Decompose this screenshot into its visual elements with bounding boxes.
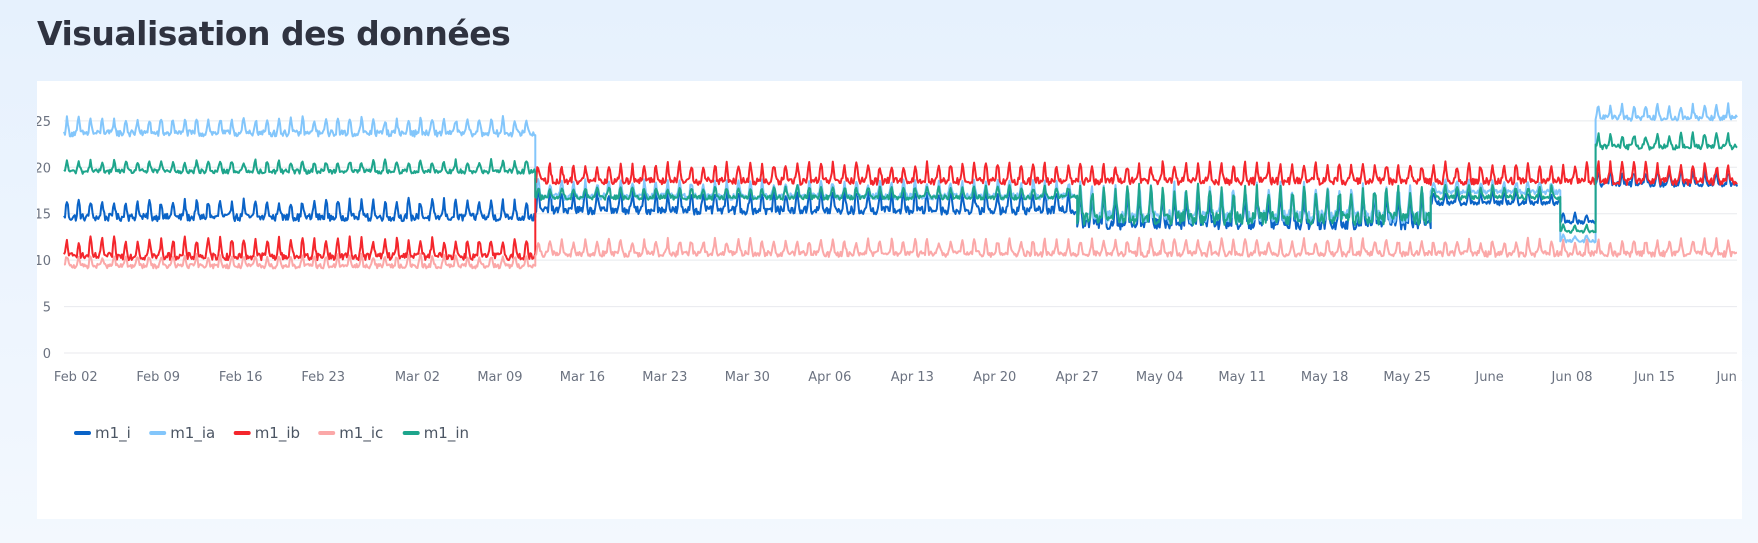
- series-line-m1_ic: [63, 236, 1738, 270]
- x-tick-label: May 18: [1301, 370, 1349, 385]
- x-tick-label: Feb 09: [136, 370, 180, 385]
- legend-item-m1_ib[interactable]: m1_ib: [233, 424, 300, 443]
- legend-item-m1_i[interactable]: m1_i: [74, 424, 131, 443]
- x-tick-label: Jun 22: [1716, 370, 1743, 385]
- x-tick-label: Mar 16: [560, 370, 605, 385]
- y-tick-label: 10: [37, 254, 51, 269]
- legend-label: m1_ia: [170, 424, 215, 443]
- x-tick-label: May 11: [1218, 370, 1266, 385]
- x-tick-label: Feb 16: [219, 370, 263, 385]
- y-tick-label: 0: [43, 347, 51, 362]
- y-tick-label: 5: [43, 301, 51, 316]
- page-title: Visualisation des données: [37, 14, 511, 53]
- x-tick-label: Jun 08: [1551, 370, 1593, 385]
- series-line-m1_in: [63, 131, 1738, 234]
- legend-label: m1_in: [424, 424, 469, 443]
- x-tick-label: Apr 06: [808, 370, 851, 385]
- y-axis-ticks: 0 5 10 15 20 25: [37, 115, 51, 362]
- x-tick-label: Apr 27: [1056, 370, 1099, 385]
- legend-label: m1_ib: [255, 424, 300, 443]
- legend-label: m1_ic: [339, 424, 383, 443]
- x-tick-label: Apr 13: [891, 370, 934, 385]
- y-tick-label: 25: [37, 115, 51, 130]
- chart-card[interactable]: 0 5 10 15 20 25 Feb 02 Feb 09 Feb 16 Feb 23 Mar 0…: [37, 81, 1742, 519]
- x-tick-label: Feb 02: [54, 370, 98, 385]
- x-tick-label: Mar 23: [642, 370, 687, 385]
- grid-lines: [64, 120, 1737, 354]
- x-tick-label: May 25: [1383, 370, 1431, 385]
- legend-item-m1_ia[interactable]: m1_ia: [149, 424, 215, 443]
- x-axis-ticks: Feb 02 Feb 09 Feb 16 Feb 23 Mar 02 Mar 09 Mar …: [54, 370, 1742, 385]
- x-tick-label: Jun 15: [1633, 370, 1675, 385]
- y-tick-label: 15: [37, 208, 51, 223]
- x-tick-label: June: [1474, 370, 1503, 385]
- x-tick-label: Feb 23: [301, 370, 345, 385]
- x-tick-label: Mar 02: [395, 370, 440, 385]
- x-tick-label: Apr 20: [973, 370, 1016, 385]
- legend-item-m1_in[interactable]: m1_in: [402, 424, 469, 443]
- x-tick-label: Mar 09: [477, 370, 522, 385]
- legend-label: m1_i: [95, 424, 131, 443]
- x-tick-label: Mar 30: [725, 370, 770, 385]
- line-chart[interactable]: 0 5 10 15 20 25 Feb 02 Feb 09 Feb 16 Feb 23 Mar 0…: [37, 81, 1742, 519]
- x-tick-label: May 04: [1136, 370, 1184, 385]
- legend-item-m1_ic[interactable]: m1_ic: [318, 424, 383, 443]
- series-lines: [63, 102, 1738, 270]
- series-line-m1_ib: [63, 160, 1738, 262]
- series-line-m1_ia: [63, 102, 1738, 244]
- legend[interactable]: m1_i m1_ia m1_ib m1_ic m1_in: [74, 424, 469, 443]
- y-tick-label: 20: [37, 161, 51, 176]
- series-line-m1_i: [63, 168, 1738, 231]
